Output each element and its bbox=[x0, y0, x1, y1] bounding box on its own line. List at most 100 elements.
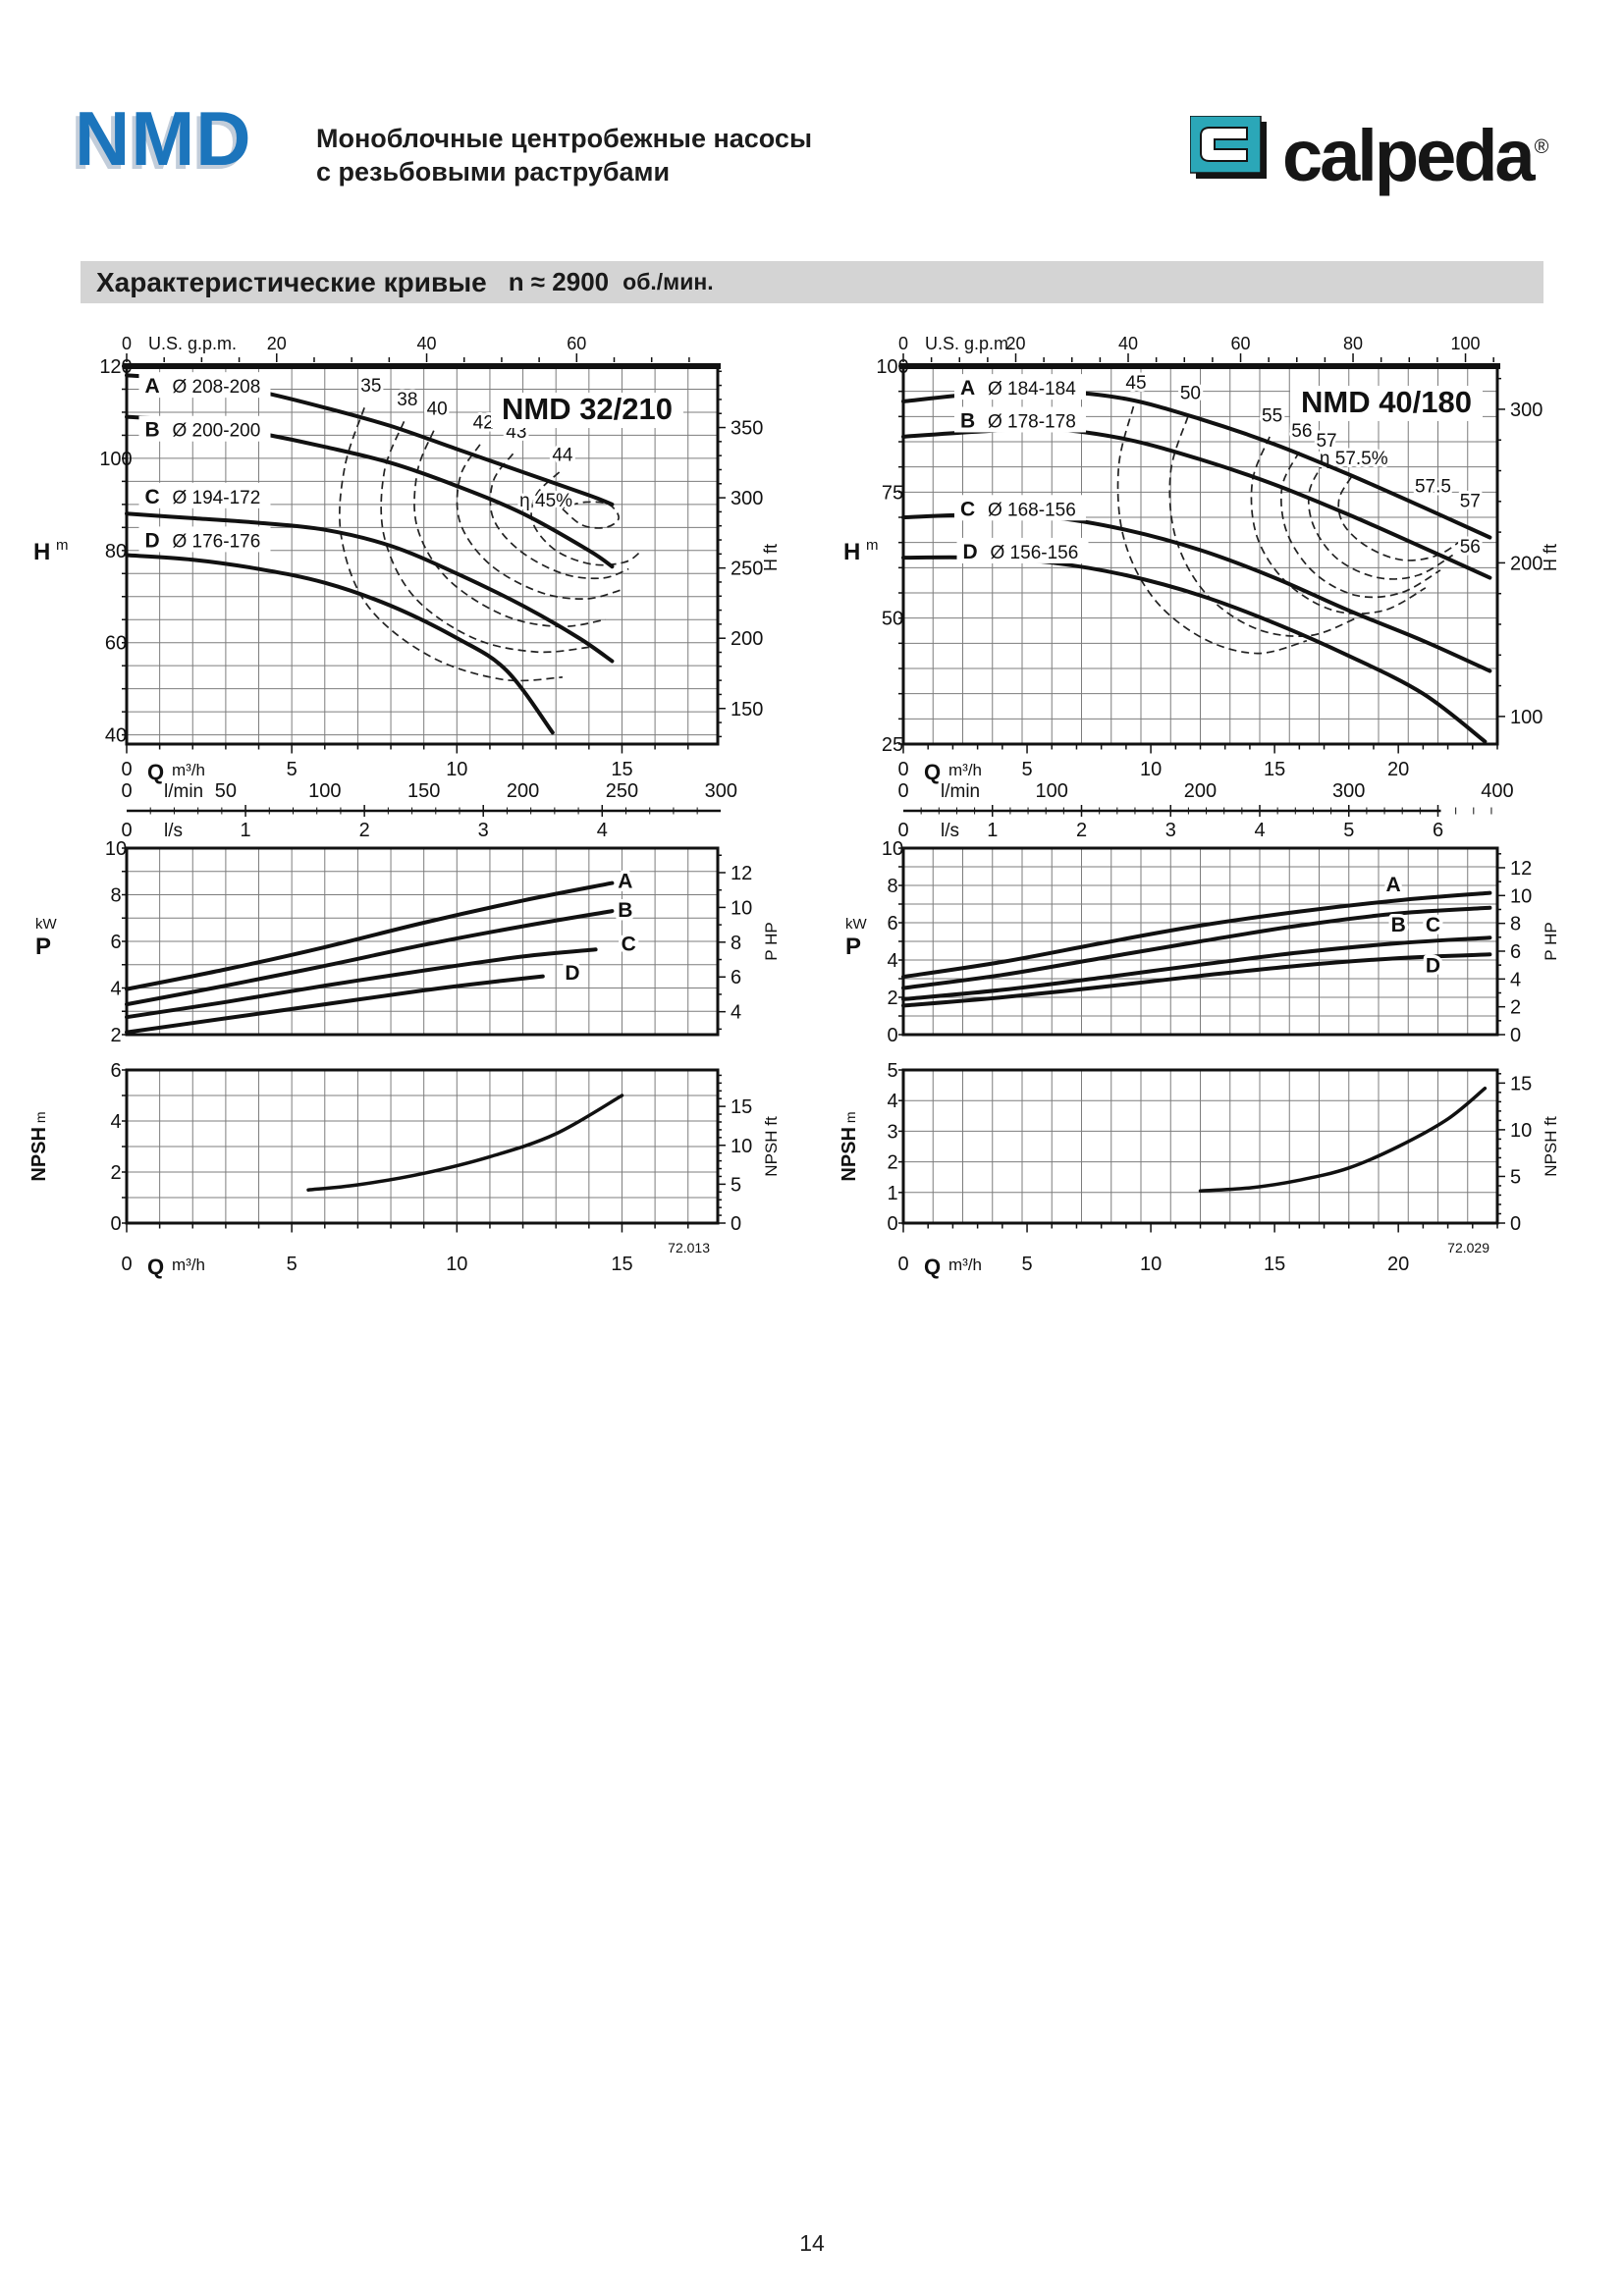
kw-tick-label: 2 bbox=[887, 988, 897, 1009]
p-hp-axis-title: P HP bbox=[762, 922, 781, 960]
lmin-tick-label: 100 bbox=[1036, 780, 1068, 802]
p-curve-A bbox=[125, 881, 615, 991]
h-ft-tick-label: 300 bbox=[731, 488, 763, 509]
efficiency-label: 57 bbox=[1460, 492, 1481, 512]
npsh-m-tick-label: 4 bbox=[887, 1091, 897, 1112]
subtitle-line-2: с резьбовыми раструбами bbox=[316, 157, 671, 187]
lmin-unit: l/min bbox=[164, 781, 203, 802]
p-curve-letter-D: D bbox=[1426, 955, 1440, 978]
npsh-m-tick-label: 2 bbox=[110, 1162, 121, 1184]
p-axis-symbol: P bbox=[35, 934, 51, 960]
curve-letter-C: C bbox=[144, 486, 159, 508]
kw-tick-label: 8 bbox=[887, 876, 897, 897]
m3h-tick-label: 10 bbox=[1140, 759, 1162, 780]
efficiency-label: 57 bbox=[1316, 431, 1336, 452]
efficiency-label: 40 bbox=[427, 399, 448, 419]
h-ft-tick-label: 150 bbox=[731, 699, 763, 721]
h-m-tick-label: 25 bbox=[882, 734, 903, 756]
h-ft-axis-title: H ft bbox=[1541, 544, 1560, 571]
p-curve-D bbox=[125, 974, 545, 1035]
npsh-q-tick-label: 10 bbox=[1140, 1254, 1162, 1275]
h-m-tick-label: 75 bbox=[882, 482, 903, 504]
h-m-tick-label: 100 bbox=[876, 356, 908, 378]
p-curve-letter-B: B bbox=[1391, 914, 1406, 936]
efficiency-label: 35 bbox=[360, 376, 381, 397]
npsh-m-tick-label: 4 bbox=[110, 1111, 121, 1133]
ls-tick-label: 4 bbox=[597, 820, 608, 841]
gpm-tick-label: 40 bbox=[1118, 334, 1138, 353]
gpm-tick-label: 0 bbox=[898, 334, 908, 353]
curve-label-box bbox=[138, 415, 271, 442]
flow-symbol: Q bbox=[924, 760, 941, 784]
section-title: Характеристические кривые bbox=[96, 266, 487, 297]
p-curve-letter-B: B bbox=[618, 899, 632, 922]
m3h-tick-label: 10 bbox=[446, 759, 467, 780]
impeller-size-D: Ø 156-156 bbox=[991, 543, 1079, 563]
efficiency-label: 57.5 bbox=[1415, 476, 1451, 497]
curve-letter-B: B bbox=[144, 419, 159, 442]
npsh-q-tick-label: 0 bbox=[897, 1254, 908, 1275]
h-ft-axis-title: H ft bbox=[761, 544, 781, 571]
kw-tick-label: 10 bbox=[105, 838, 127, 860]
brand-name: calpeda ® bbox=[1282, 116, 1548, 192]
curve-letter-C: C bbox=[960, 498, 975, 520]
curve-letter-D: D bbox=[144, 529, 159, 552]
impeller-size-C: Ø 194-172 bbox=[172, 488, 260, 508]
p-hp-axis-title: P HP bbox=[1542, 922, 1560, 960]
curve-code: 72.013 bbox=[668, 1240, 710, 1255]
lmin-unit: l/min bbox=[941, 781, 980, 802]
hp-tick-label: 8 bbox=[1510, 914, 1521, 935]
m3h-unit: m³/h bbox=[948, 1255, 982, 1274]
npsh-ft-tick-label: 15 bbox=[1510, 1073, 1532, 1095]
npsh-border bbox=[901, 1068, 1499, 1225]
h-m-tick-label: 100 bbox=[99, 449, 132, 470]
npsh-curve bbox=[1198, 1086, 1488, 1193]
pump-title: NMD 32/210 bbox=[502, 392, 673, 426]
curve-label-box bbox=[956, 537, 1089, 563]
npsh-m-tick-label: 6 bbox=[110, 1060, 121, 1082]
lmin-tick-label: 0 bbox=[897, 780, 908, 802]
h-ft-tick-label: 200 bbox=[731, 628, 763, 650]
kw-tick-label: 2 bbox=[110, 1025, 121, 1046]
efficiency-contour bbox=[1307, 461, 1454, 580]
npsh-ft-tick-label: 15 bbox=[731, 1096, 752, 1118]
h-m-tick-label: 40 bbox=[105, 725, 127, 747]
curve-label-box bbox=[138, 372, 271, 399]
efficiency-label: 44 bbox=[552, 445, 573, 465]
m3h-tick-label: 15 bbox=[1264, 759, 1285, 780]
efficiency-contour bbox=[339, 407, 563, 682]
hp-tick-label: 4 bbox=[1510, 969, 1521, 990]
efficiency-label: 56 bbox=[1291, 421, 1312, 442]
npsh-q-tick-label: 10 bbox=[446, 1254, 467, 1275]
efficiency-label: η 45% bbox=[519, 491, 572, 511]
kw-tick-label: 6 bbox=[110, 932, 121, 953]
h-ft-tick-label: 300 bbox=[1510, 400, 1543, 421]
lmin-tick-label: 50 bbox=[215, 780, 237, 802]
m3h-unit: m³/h bbox=[948, 761, 982, 779]
hp-tick-label: 2 bbox=[1510, 997, 1521, 1019]
gpm-tick-label: 40 bbox=[417, 334, 437, 353]
efficiency-contour bbox=[1116, 405, 1308, 655]
p-curve-letter-D: D bbox=[565, 962, 579, 985]
h-axis-unit: m bbox=[56, 537, 69, 554]
efficiency-label: 50 bbox=[1180, 383, 1201, 403]
ls-unit: l/s bbox=[941, 821, 959, 841]
efficiency-label: 56 bbox=[1460, 537, 1481, 558]
npsh-m-tick-label: 1 bbox=[887, 1183, 897, 1204]
h-m-tick-label: 50 bbox=[882, 609, 903, 630]
hp-tick-label: 6 bbox=[731, 967, 741, 988]
hp-tick-label: 6 bbox=[1510, 941, 1521, 963]
flow-symbol: Q bbox=[147, 1255, 164, 1279]
hp-tick-label: 8 bbox=[731, 933, 741, 954]
npsh-ft-tick-label: 0 bbox=[1510, 1213, 1521, 1235]
efficiency-label: 45 bbox=[1125, 373, 1146, 394]
p-curve-B bbox=[125, 909, 615, 1007]
npsh-q-tick-label: 0 bbox=[121, 1254, 132, 1275]
lmin-tick-label: 400 bbox=[1481, 780, 1513, 802]
gpm-tick-label: 60 bbox=[1231, 334, 1251, 353]
m3h-tick-label: 5 bbox=[1021, 759, 1032, 780]
ls-tick-label: 2 bbox=[359, 820, 370, 841]
kw-tick-label: 0 bbox=[887, 1025, 897, 1046]
ls-tick-label: 5 bbox=[1343, 820, 1354, 841]
m3h-tick-label: 0 bbox=[897, 759, 908, 780]
